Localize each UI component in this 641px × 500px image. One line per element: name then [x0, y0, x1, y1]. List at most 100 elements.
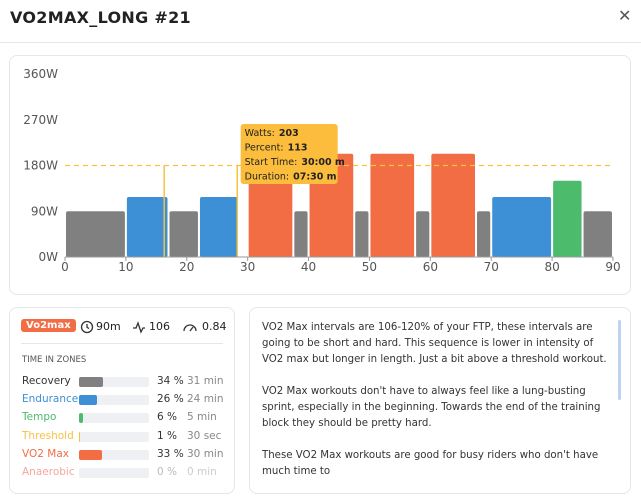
interval-bar — [169, 211, 198, 257]
interval-bar — [416, 211, 430, 257]
description-paragraph: These VO2 Max workouts are good for busy… — [262, 450, 599, 477]
divider — [0, 42, 641, 43]
zone-percent: 1 % — [157, 429, 177, 442]
y-tick-label: 0W — [39, 250, 59, 264]
zone-name: Endurance — [22, 393, 79, 406]
interval-bar — [199, 197, 238, 257]
interval-bar — [294, 211, 308, 257]
zone-row: Tempo 6 % 5 min — [22, 411, 232, 425]
zone-percent: 33 % — [157, 447, 184, 460]
tooltip-value: 203 — [279, 128, 299, 139]
interval-bar — [355, 211, 369, 257]
zone-track — [79, 395, 149, 406]
interval-bar — [431, 153, 475, 257]
description-paragraph: VO2 Max workouts don't have to always fe… — [262, 386, 601, 429]
gauge-icon — [183, 324, 197, 332]
interval-bar — [370, 153, 415, 257]
zone-row: VO2 Max 33 % 30 min — [22, 448, 232, 462]
zone-row: Endurance 26 % 24 min — [22, 393, 232, 407]
zone-percent: 26 % — [157, 393, 184, 406]
duration: 90m — [96, 320, 121, 333]
description-paragraph: VO2 Max intervals are 106-120% of your F… — [262, 322, 607, 365]
x-tick-label: 10 — [118, 260, 133, 274]
x-tick-label: 30 — [240, 260, 255, 274]
intensity: 0.84 — [202, 320, 227, 333]
zone-time: 30 min — [187, 447, 224, 460]
description: VO2 Max intervals are 106-120% of your F… — [262, 320, 614, 493]
zone-time: 24 min — [187, 393, 224, 406]
zone-track — [79, 449, 149, 460]
x-tick-label: 40 — [301, 260, 316, 274]
clock-icon — [80, 320, 94, 334]
zone-name: Anaerobic — [22, 466, 75, 478]
interval-bar — [236, 165, 238, 257]
interval-bar — [583, 211, 612, 257]
tooltip-value: 07:30 m — [293, 172, 337, 183]
zone-time: 31 min — [187, 375, 224, 387]
tooltip — [240, 124, 338, 184]
x-tick-label: 70 — [484, 260, 499, 274]
y-tick-label: 270W — [23, 113, 58, 127]
zone-bar — [79, 431, 80, 442]
zone-time: 0 min — [187, 466, 217, 478]
zone-bar — [79, 395, 98, 406]
interval-bar — [66, 211, 125, 257]
x-tick-label: 60 — [423, 260, 438, 274]
tooltip-label: Duration: — [245, 172, 289, 183]
zone-track — [79, 413, 149, 424]
tooltip-label: Watts: — [245, 128, 275, 139]
zone-bar — [79, 377, 103, 387]
zone-time: 30 sec — [187, 429, 222, 442]
chart-card: 0W 90W 180W 270W 360W 0 10 20 30 40 50 60 70 80 90 Watt… — [9, 55, 631, 295]
x-tick-label: 20 — [179, 260, 194, 274]
zone-percent: 34 % — [157, 375, 184, 387]
description-card: VO2 Max intervals are 106-120% of your F… — [249, 307, 631, 494]
zone-row: Threshold 1 % 30 sec — [22, 430, 232, 444]
interval-bar — [492, 197, 552, 257]
zone-name: Tempo — [22, 411, 57, 424]
y-tick-label: 180W — [23, 159, 58, 173]
divider — [21, 343, 223, 344]
tss: 106 — [149, 320, 170, 333]
tooltip-row: Percent: 113 — [245, 143, 308, 154]
y-tick-label: 360W — [23, 67, 58, 81]
zone-row: Recovery 34 % 31 min — [22, 375, 232, 389]
y-tick-label: 90W — [31, 204, 58, 218]
zone-percent: 0 % — [157, 466, 177, 478]
zone-percent: 6 % — [157, 411, 177, 424]
x-tick-label: 90 — [605, 260, 620, 274]
tooltip-label: Start Time: — [245, 157, 298, 168]
zone-name: VO2 Max — [22, 447, 69, 460]
interval-bar — [163, 165, 165, 257]
zone-row: Anaerobic 0 % 0 min — [22, 466, 232, 480]
zone-bar — [79, 449, 103, 460]
interval-bar — [126, 197, 168, 257]
x-tick-label: 80 — [544, 260, 559, 274]
dialog-title: VO2MAX_LONG #21 — [10, 8, 191, 27]
scrollbar[interactable] — [618, 320, 621, 400]
tooltip-value: 113 — [288, 143, 308, 154]
x-tick-label: 0 — [61, 260, 69, 274]
tooltip-label: Percent: — [245, 143, 284, 154]
summary-card: Vo2max 90m 106 0.84 TIME IN ZONES Recove… — [9, 307, 235, 494]
zone-track — [79, 468, 149, 478]
zone-name: Threshold — [22, 429, 74, 442]
zones-heading: TIME IN ZONES — [22, 355, 87, 365]
tooltip-row: Duration: 07:30 m — [245, 172, 337, 183]
close-button[interactable]: ✕ — [618, 6, 632, 25]
zone-track — [79, 377, 149, 387]
activity-icon — [133, 321, 145, 334]
x-tick-label: 50 — [362, 260, 377, 274]
zone-time: 5 min — [187, 411, 217, 424]
chart: 0W 90W 180W 270W 360W 0 10 20 30 40 50 60 70 80 90 Watt… — [23, 67, 620, 274]
tooltip-value: 30:00 m — [301, 157, 345, 168]
interval-bar — [553, 180, 582, 257]
tooltip-row: Watts: 203 — [245, 128, 299, 139]
tooltip-row: Start Time: 30:00 m — [245, 157, 345, 168]
zone-name: Recovery — [22, 375, 71, 387]
interval-bar — [477, 211, 491, 257]
zone-bar — [79, 413, 84, 424]
workout-badge: Vo2max — [21, 319, 76, 332]
zone-track — [79, 431, 149, 442]
